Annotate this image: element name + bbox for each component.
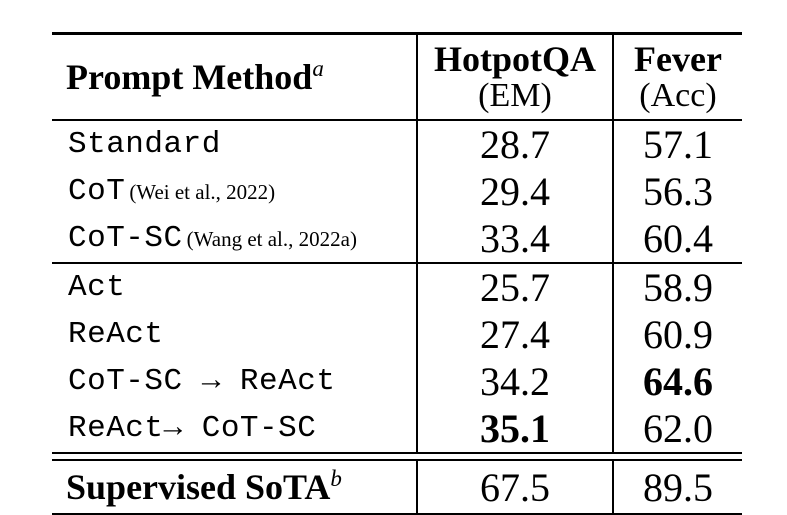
method-name: Act xyxy=(68,270,126,305)
table-row-react-to-cotsc: ReAct→ CoT-SC 35.1 62.0 xyxy=(52,405,742,453)
cell-hotpotqa-value: 29.4 xyxy=(416,168,613,215)
double-rule xyxy=(52,452,742,461)
cell-fever-value: 57.1 xyxy=(612,120,742,168)
table-row-react: ReAct 27.4 60.9 xyxy=(52,311,742,358)
table-row-cot-sc: CoT-SC (Wang et al., 2022a) 33.4 60.4 xyxy=(52,215,742,263)
footnote-marker-a: a xyxy=(312,56,324,81)
cell-method: CoT (Wei et al., 2022) xyxy=(52,168,417,215)
cell-fever-value: 62.0 xyxy=(612,405,742,453)
table-row-cot: CoT (Wei et al., 2022) 29.4 56.3 xyxy=(52,168,742,215)
cell-hotpotqa-value: 28.7 xyxy=(416,120,613,168)
cell-fever-value: 58.9 xyxy=(612,262,742,311)
table-row-act: Act 25.7 58.9 xyxy=(52,262,742,311)
header-fever: Fever (Acc) xyxy=(612,33,742,121)
header-fever-metric: (Acc) xyxy=(639,76,717,114)
method-citation: (Wei et al., 2022) xyxy=(129,180,276,204)
cell-method: Standard xyxy=(52,120,417,168)
cell-fever-value: 60.4 xyxy=(612,215,742,263)
cell-supervised-sota: Supervised SoTAb xyxy=(52,460,417,515)
cell-method: ReAct→ CoT-SC xyxy=(52,405,417,453)
header-prompt-method: Prompt Methoda xyxy=(52,33,417,121)
cell-fever-value: 56.3 xyxy=(612,168,742,215)
cell-method: Act xyxy=(52,262,417,311)
method-name: ReAct xyxy=(68,317,164,352)
table-header-row: Prompt Methoda HotpotQA (EM) Fever (Acc) xyxy=(52,33,742,121)
cell-method: CoT-SC (Wang et al., 2022a) xyxy=(52,215,417,263)
header-hotpotqa: HotpotQA (EM) xyxy=(416,33,613,121)
header-hotpotqa-title: HotpotQA xyxy=(434,38,596,79)
method-citation: (Wang et al., 2022a) xyxy=(186,227,357,251)
table-row-cotsc-to-react: CoT-SC → ReAct 34.2 64.6 xyxy=(52,358,742,405)
table-row-supervised-sota: Supervised SoTAb 67.5 89.5 xyxy=(52,460,742,515)
supervised-sota-label: Supervised SoTA xyxy=(66,467,331,507)
cell-fever-value: 60.9 xyxy=(612,311,742,358)
header-hotpotqa-metric: (EM) xyxy=(478,76,552,114)
cell-hotpotqa-value: 33.4 xyxy=(416,215,613,263)
method-name: CoT-SC xyxy=(68,221,183,256)
header-fever-title: Fever xyxy=(634,38,722,79)
method-name: CoT-SC → ReAct xyxy=(68,364,336,399)
cell-fever-value-best: 64.6 xyxy=(612,358,742,405)
cell-hotpotqa-value: 25.7 xyxy=(416,262,613,311)
method-name: ReAct→ CoT-SC xyxy=(68,411,317,446)
cell-method: ReAct xyxy=(52,311,417,358)
cell-hotpotqa-value: 27.4 xyxy=(416,311,613,358)
cell-hotpotqa-value: 34.2 xyxy=(416,358,613,405)
results-table: Prompt Methoda HotpotQA (EM) Fever (Acc)… xyxy=(52,32,742,515)
cell-fever-value: 89.5 xyxy=(612,460,742,515)
method-name: Standard xyxy=(68,127,221,162)
header-prompt-method-label: Prompt Method xyxy=(66,57,313,97)
cell-method: CoT-SC → ReAct xyxy=(52,358,417,405)
table-row-standard: Standard 28.7 57.1 xyxy=(52,120,742,168)
cell-hotpotqa-value: 67.5 xyxy=(416,460,613,515)
method-name: CoT xyxy=(68,174,126,209)
cell-hotpotqa-value-best: 35.1 xyxy=(416,405,613,453)
footnote-marker-b: b xyxy=(330,466,342,491)
